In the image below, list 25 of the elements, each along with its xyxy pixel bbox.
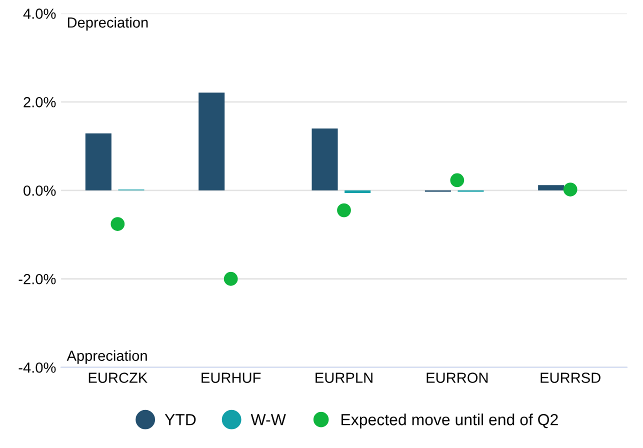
x-tick-label: EURHUF (202, 372, 261, 383)
y-tick-label: 0.0% (24, 186, 56, 196)
y-tick-label: -4.0% (18, 362, 56, 373)
legend-label: Expected move until end of Q2 (342, 414, 558, 428)
bar (312, 128, 338, 190)
y-tick-label: 4.0% (23, 8, 56, 19)
bar (344, 190, 371, 194)
legend-label: W-W (250, 414, 286, 426)
x-tick-label: EURRSD (540, 372, 600, 383)
annotation: Depreciation (68, 16, 148, 31)
y-tick-label: 2.0% (24, 97, 56, 108)
point (110, 217, 125, 231)
point (337, 203, 351, 218)
y-tick-label: -2.0% (18, 274, 56, 284)
legend-label: YTD (164, 414, 196, 426)
point (563, 182, 578, 196)
x-tick-label: EURPLN (316, 372, 372, 383)
bar (538, 185, 564, 190)
x-tick-label: EURRON (426, 372, 488, 383)
point (224, 272, 238, 286)
annotation: Appreciation (66, 350, 147, 364)
bar (198, 92, 225, 190)
point (450, 173, 464, 188)
x-tick-label: EURCZK (88, 372, 148, 383)
bar (85, 133, 112, 190)
